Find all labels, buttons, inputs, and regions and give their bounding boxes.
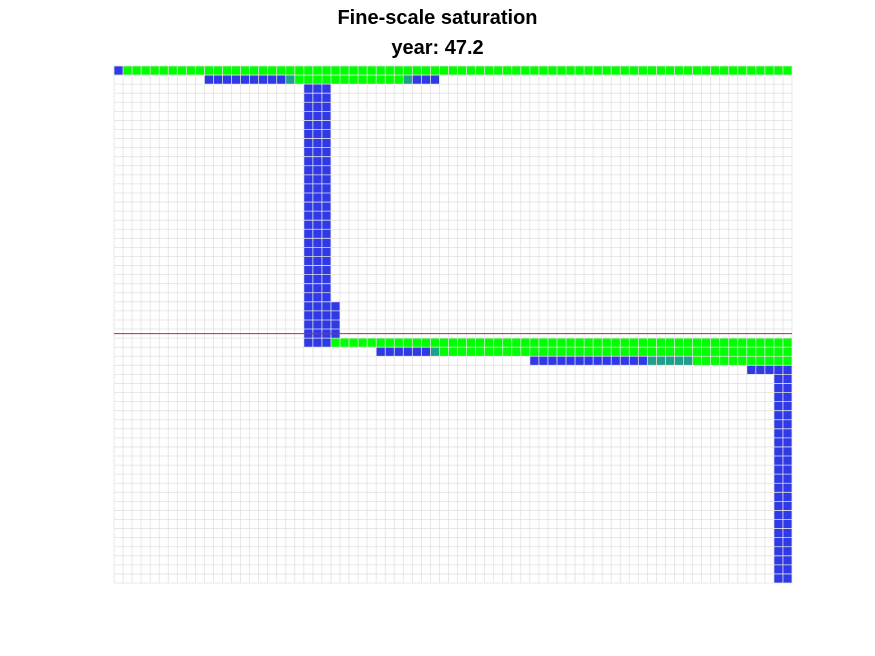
heatmap-cell-region-low — [204, 75, 286, 85]
heatmap-cell-region-transition — [285, 75, 295, 85]
saturation-cells — [114, 66, 793, 583]
heatmap-background — [114, 66, 792, 583]
heatmap-cell-region-transition — [647, 356, 693, 366]
heatmap-cell-region-saturated — [692, 356, 792, 366]
heatmap-cell-region-low — [412, 75, 440, 85]
heatmap-cell-region-low — [746, 365, 774, 375]
heatmap-cell-region-transition — [403, 75, 413, 85]
chart-subtitle: year: 47.2 — [391, 37, 484, 59]
heatmap-cell-region-saturated — [330, 338, 792, 348]
heatmap-cell-region-saturated — [439, 347, 792, 357]
grid — [113, 65, 793, 584]
heatmap-cell-region-low — [529, 356, 648, 366]
heatmap-cell-region-transition — [430, 347, 440, 357]
chart-title: Fine-scale saturation — [337, 7, 538, 29]
heatmap-cell-region-low — [114, 66, 124, 76]
heatmap-cell-region-low — [303, 338, 331, 348]
